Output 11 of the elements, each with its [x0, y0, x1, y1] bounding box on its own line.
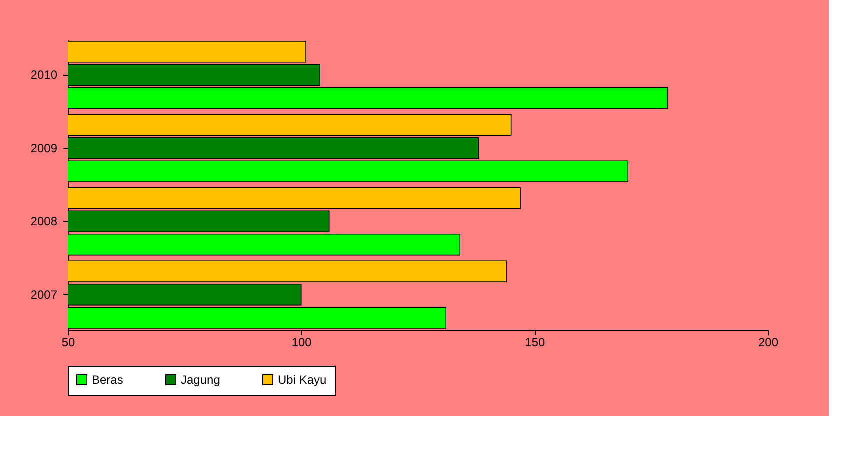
legend-label: Jagung — [181, 373, 220, 387]
y-tick-label: 2007 — [30, 288, 58, 302]
x-tick-label: 150 — [525, 336, 546, 350]
legend-label: Beras — [92, 373, 124, 387]
x-tick-label: 100 — [292, 336, 312, 350]
x-tick-label: 200 — [758, 336, 779, 350]
legend-label: Ubi Kayu — [278, 373, 327, 387]
x-tick-label: 50 — [62, 336, 76, 350]
y-tick-label: 2010 — [30, 68, 58, 82]
y-tick-label: 2009 — [30, 141, 58, 156]
y-tick-label: 2008 — [30, 214, 58, 229]
